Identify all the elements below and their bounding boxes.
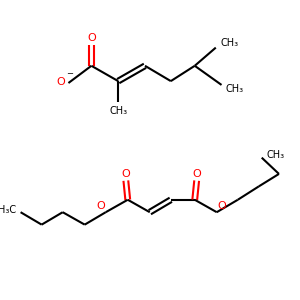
Text: O: O	[56, 77, 65, 87]
Text: −: −	[67, 69, 73, 78]
Text: O: O	[87, 33, 96, 43]
Text: O: O	[97, 202, 105, 212]
Text: O: O	[192, 169, 201, 179]
Text: CH₃: CH₃	[266, 150, 284, 160]
Text: CH₃: CH₃	[226, 84, 244, 94]
Text: H₃C: H₃C	[0, 205, 16, 215]
Text: CH₃: CH₃	[220, 38, 238, 48]
Text: CH₃: CH₃	[109, 106, 127, 116]
Text: O: O	[122, 169, 130, 179]
Text: O: O	[217, 202, 226, 212]
